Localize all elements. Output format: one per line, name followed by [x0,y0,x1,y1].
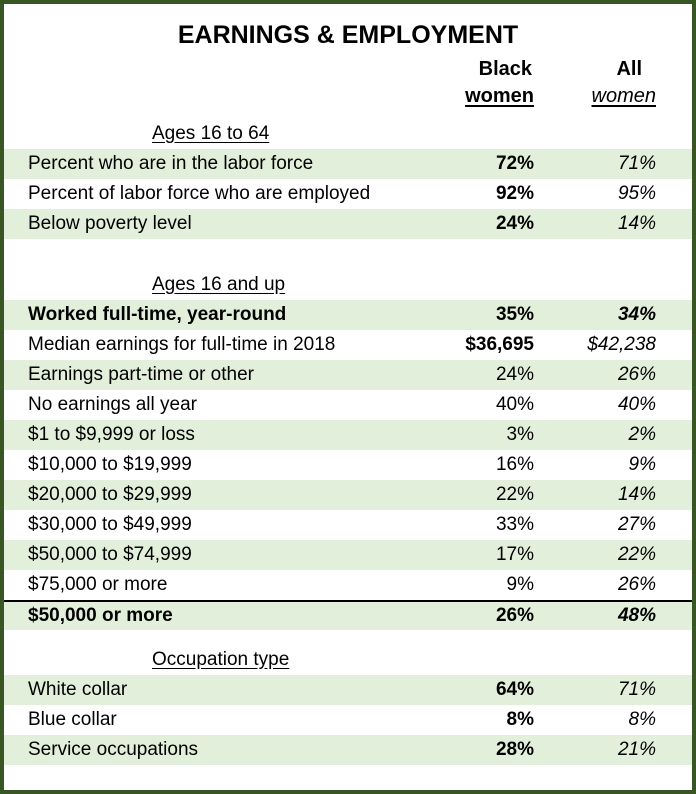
black-women-value: 26% [495,605,534,626]
table-row: $50,000 or more 26% 48% [4,600,692,630]
all-women-value: 95% [617,183,656,204]
black-women-value: 16% [495,454,534,475]
all-women-value: 40% [617,394,656,415]
black-women-value: 24% [495,364,534,385]
black-women-value: 40% [495,394,534,415]
table-row: Below poverty level 24% 14% [4,209,692,239]
column-header-black-women: Black women [422,56,534,110]
all-women-value: 71% [617,153,656,174]
all-women-value: 26% [617,574,656,595]
section-header: Occupation type [152,648,290,670]
column-header-all-women: All women [534,56,656,110]
all-women-value: 22% [617,544,656,565]
row-label: No earnings all year [28,394,197,415]
row-label: $20,000 to $29,999 [28,484,192,505]
black-women-value: 8% [506,709,534,730]
column-headers: Black women All women [4,56,692,110]
row-label: $75,000 or more [28,574,168,595]
row-label: $50,000 to $74,999 [28,544,192,565]
black-women-value: 24% [495,213,534,234]
row-label: Below poverty level [28,213,192,234]
row-label: Earnings part-time or other [28,364,254,385]
table-section: Ages 16 and up Worked full-time, year-rou… [4,269,692,630]
all-women-header-line2: women [591,85,656,107]
table-row: $1 to $9,999 or loss 3% 2% [4,420,692,450]
all-women-value: 8% [628,709,656,730]
section-header-row: Ages 16 and up [4,269,692,300]
black-women-header-line1: Black [478,58,532,80]
all-women-value: 2% [628,424,656,445]
all-women-value: 48% [617,605,656,626]
row-label: $30,000 to $49,999 [28,514,192,535]
row-label: $10,000 to $19,999 [28,454,192,475]
all-women-header-line1: All [616,58,642,80]
row-label: White collar [28,679,128,700]
row-label: $50,000 or more [28,605,173,626]
black-women-value: 9% [506,574,534,595]
row-label: Percent who are in the labor force [28,153,314,174]
row-label: Worked full-time, year-round [28,304,287,325]
all-women-value: 14% [617,484,656,505]
section-header: Ages 16 to 64 [152,122,270,144]
all-women-value: 34% [617,304,656,325]
black-women-value: $36,695 [465,334,534,355]
table-title: EARNINGS & EMPLOYMENT [177,21,519,49]
black-women-value: 3% [506,424,534,445]
table-row: White collar 64% 71% [4,675,692,705]
table-row: $50,000 to $74,999 17% 22% [4,540,692,570]
section-header: Ages 16 and up [152,273,286,295]
table-row: Percent who are in the labor force 72% 71% [4,149,692,179]
row-label: Median earnings for full-time in 2018 [28,334,336,355]
row-label: Blue collar [28,709,117,730]
table-row: Percent of labor force who are employed 9… [4,179,692,209]
black-women-value: 22% [495,484,534,505]
black-women-value: 35% [495,304,534,325]
row-label: $1 to $9,999 or loss [28,424,195,445]
all-women-value: 71% [617,679,656,700]
all-women-value: 27% [617,514,656,535]
table-row: Service occupations 28% 21% [4,735,692,765]
table-row: No earnings all year 40% 40% [4,390,692,420]
section-header-row: Occupation type [4,644,692,675]
all-women-value: 9% [628,454,656,475]
table-section: Ages 16 to 64 Percent who are in the labo… [4,118,692,239]
black-women-value: 28% [495,739,534,760]
all-women-value: 21% [617,739,656,760]
row-label: Service occupations [28,739,199,760]
table-row: Median earnings for full-time in 2018 $36… [4,330,692,360]
table-sections: Ages 16 to 64 Percent who are in the labo… [4,118,692,765]
black-women-value: 17% [495,544,534,565]
table-row: Earnings part-time or other 24% 26% [4,360,692,390]
table-row: $10,000 to $19,999 16% 9% [4,450,692,480]
black-women-value: 64% [495,679,534,700]
table-row: Worked full-time, year-round 35% 34% [4,300,692,330]
table-row: $30,000 to $49,999 33% 27% [4,510,692,540]
black-women-value: 72% [495,153,534,174]
table-section: Occupation type White collar 64% 71% Blue co… [4,644,692,765]
black-women-header-line2: women [465,85,534,107]
section-header-row: Ages 16 to 64 [4,118,692,149]
all-women-value: $42,238 [587,334,656,355]
table-row: $75,000 or more 9% 26% [4,570,692,600]
table-row: Blue collar 8% 8% [4,705,692,735]
all-women-value: 14% [617,213,656,234]
all-women-value: 26% [617,364,656,385]
table-row: $20,000 to $29,999 22% 14% [4,480,692,510]
row-label: Percent of labor force who are employed [28,183,371,204]
black-women-value: 92% [495,183,534,204]
black-women-value: 33% [495,514,534,535]
